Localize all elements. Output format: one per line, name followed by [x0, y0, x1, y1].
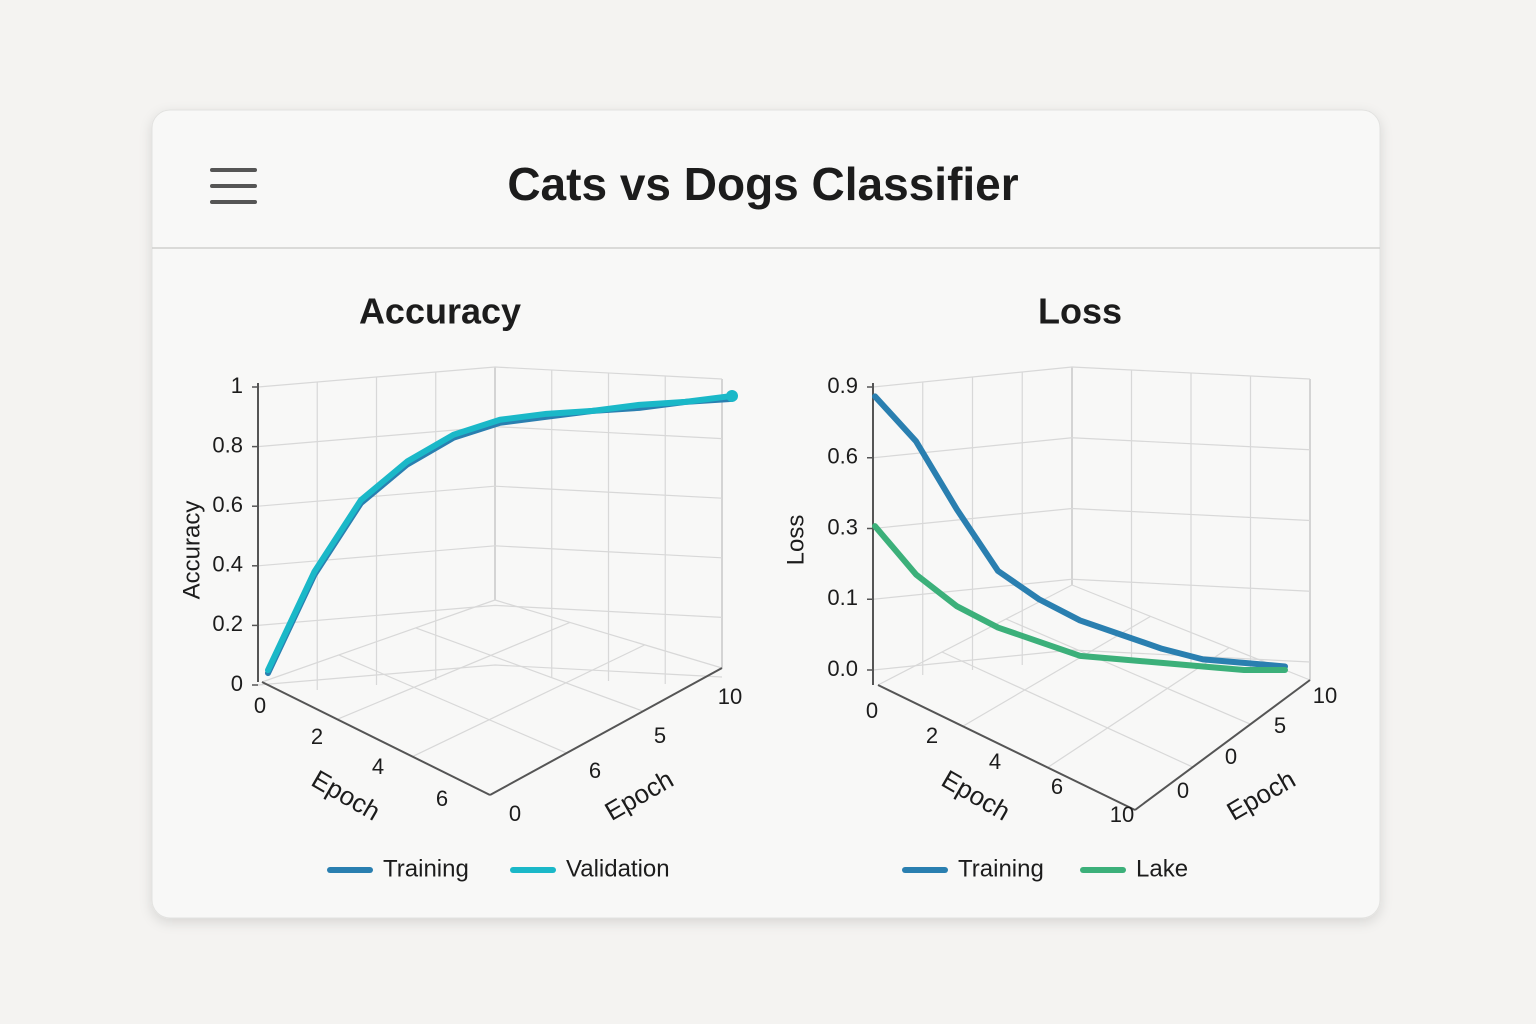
series-line [872, 523, 1288, 673]
y-axis-label: Loss [782, 515, 809, 566]
z-tick-label: 0 [1177, 778, 1189, 803]
floor-line [941, 651, 1194, 768]
y-tick-label: 0.0 [827, 656, 858, 681]
floor-back-left [261, 599, 496, 683]
floor-line [337, 621, 571, 720]
y-tick-label: 1 [231, 373, 243, 398]
x-tick-label: 0 [866, 698, 878, 723]
x-tick-label: 2 [926, 723, 938, 748]
x-tick-label: 6 [436, 786, 448, 811]
y-tick-label: 0.2 [212, 611, 243, 636]
menu-button[interactable] [210, 168, 257, 204]
grid-line [257, 664, 723, 686]
floor-line [1005, 618, 1251, 725]
z-tick-label: 5 [654, 723, 666, 748]
y-tick-label: 0.3 [827, 514, 858, 539]
z-tick-label: 10 [1313, 683, 1337, 708]
floor-back-right [494, 599, 723, 669]
grid-line [257, 604, 723, 626]
y-tick-label: 0.6 [827, 444, 858, 469]
x-tick-label: 10 [1110, 802, 1134, 827]
x-tick-label: 4 [989, 749, 1001, 774]
grid-line [872, 507, 1311, 530]
legend-label: Training [383, 855, 469, 882]
y-axis-label: Accuracy [178, 501, 205, 600]
z-tick-label: 0 [1225, 744, 1237, 769]
floor-line [338, 654, 567, 754]
floor-axis [877, 684, 1136, 811]
end-point [726, 389, 738, 402]
grid-line [872, 437, 1311, 459]
grid-line [257, 366, 723, 388]
card [151, 109, 1381, 919]
chart-title: Accuracy [359, 291, 521, 332]
floor-line [412, 644, 646, 758]
floor-axis [489, 667, 723, 796]
grid-line [872, 366, 1311, 388]
series-line [872, 393, 1288, 670]
legend-label: Lake [1136, 855, 1188, 882]
grid-line [257, 545, 723, 567]
x-tick-label: 0 [254, 693, 266, 718]
grid-line [257, 485, 723, 507]
y-tick-label: 0.9 [827, 373, 858, 398]
z-tick-label: 5 [1274, 713, 1286, 738]
floor-axis [1134, 679, 1311, 811]
floor-line [415, 627, 644, 712]
x-tick-label: 2 [311, 724, 323, 749]
y-tick-label: 0.1 [827, 585, 858, 610]
y-tick-label: 0 [231, 671, 243, 696]
floor-axis [261, 681, 491, 796]
z-tick-label: 6 [589, 758, 601, 783]
x-tick-label: 6 [1051, 774, 1063, 799]
x-tick-label: 4 [372, 754, 384, 779]
y-tick-label: 0.6 [212, 492, 243, 517]
y-tick-label: 0.8 [212, 432, 243, 457]
z-tick-label: 0 [509, 801, 521, 826]
series-line [265, 392, 735, 674]
chart-title: Loss [1038, 291, 1122, 332]
z-tick-label: 10 [718, 684, 742, 709]
legend-label: Training [958, 855, 1044, 882]
header-title: Cats vs Dogs Classifier [507, 158, 1018, 210]
legend-label: Validation [566, 855, 670, 882]
y-tick-label: 0.4 [212, 552, 243, 577]
